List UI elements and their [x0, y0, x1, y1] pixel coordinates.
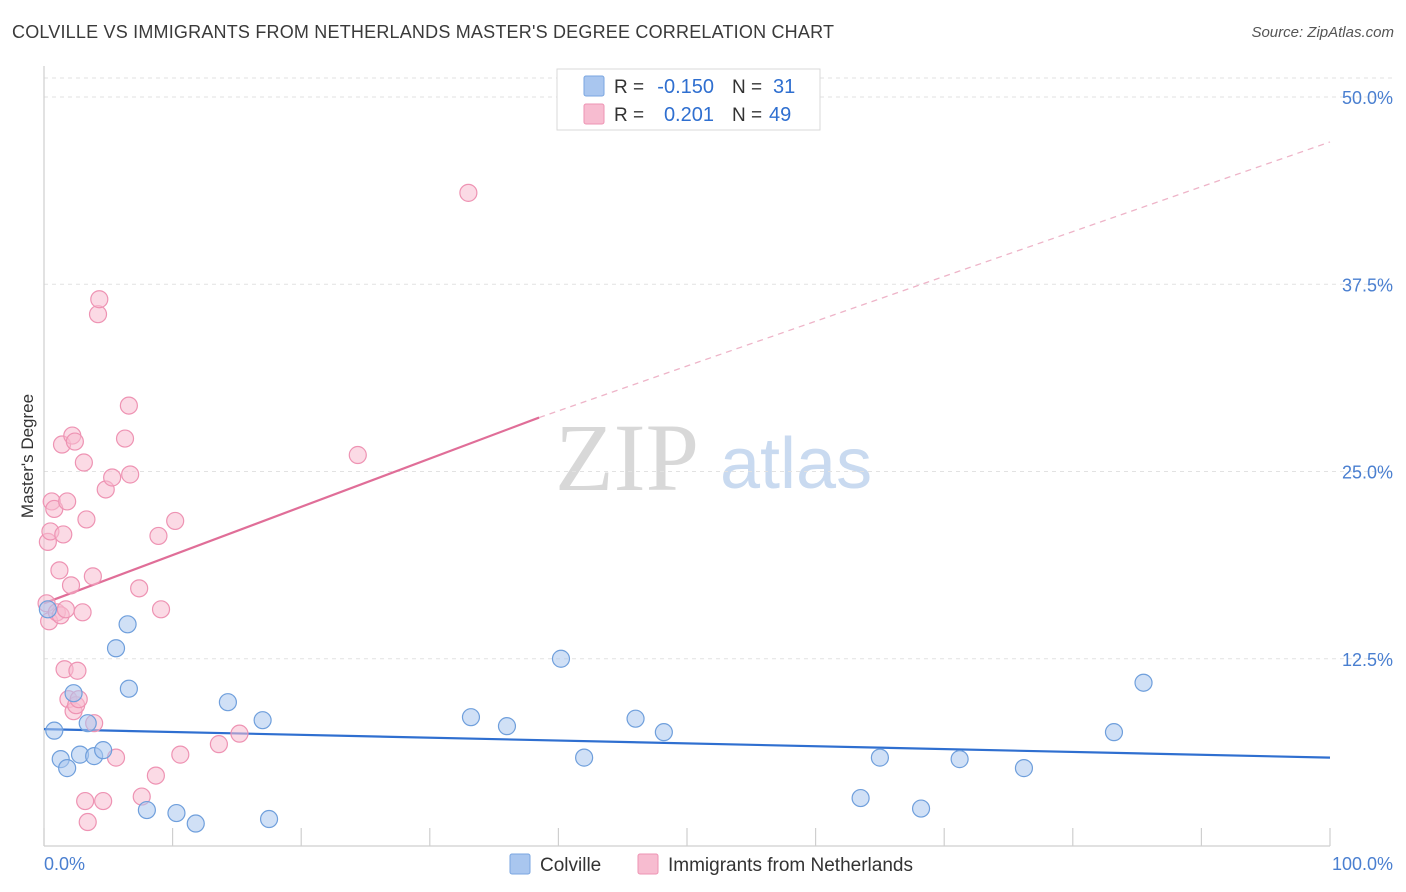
legend-r-label-colville: R = — [614, 77, 644, 98]
point-netherlands — [54, 525, 73, 544]
point-netherlands — [459, 183, 478, 202]
trend-lines — [43, 141, 1331, 759]
point-colville — [1134, 673, 1153, 692]
watermark-atlas: atlas — [720, 424, 872, 504]
correlation-legend: R = -0.150 N = 31 R = 0.201 N = 49 — [556, 68, 821, 131]
point-netherlands — [94, 791, 113, 811]
point-colville — [851, 788, 870, 808]
trend-line-netherlands-extension — [538, 141, 1331, 419]
bottom-legend-swatch-netherlands — [637, 853, 659, 875]
point-netherlands — [146, 766, 165, 785]
legend-n-label-colville: N = — [732, 77, 762, 98]
legend-r-label-netherlands: R = — [614, 105, 644, 126]
point-netherlands — [68, 661, 87, 680]
point-colville — [497, 717, 517, 736]
point-netherlands — [115, 429, 135, 448]
point-netherlands — [166, 511, 185, 531]
y-tick-label: 37.5% — [1342, 275, 1393, 295]
point-netherlands — [348, 445, 367, 465]
y-tick-labels: 12.5% 25.0% 37.5% 50.0% — [1342, 88, 1393, 670]
bottom-legend-label-colville: Colville — [540, 855, 601, 876]
legend-r-value-colville: -0.150 — [657, 76, 714, 98]
point-netherlands — [90, 290, 109, 309]
point-colville — [870, 748, 890, 767]
point-colville — [38, 600, 57, 619]
point-netherlands — [88, 305, 108, 324]
point-colville — [253, 711, 272, 730]
bottom-legend-swatch-colville — [509, 853, 531, 875]
point-netherlands — [171, 745, 190, 764]
point-netherlands — [151, 600, 171, 619]
point-netherlands — [77, 510, 96, 529]
point-netherlands — [73, 603, 92, 622]
point-netherlands — [58, 492, 77, 511]
point-colville — [45, 721, 64, 740]
point-colville — [94, 741, 113, 760]
data-points — [37, 183, 1153, 833]
point-colville — [461, 708, 481, 727]
point-colville — [911, 799, 931, 818]
point-netherlands — [50, 561, 69, 580]
legend-swatch-colville — [583, 75, 605, 97]
point-colville — [78, 714, 97, 733]
point-colville — [118, 615, 137, 634]
point-netherlands — [119, 396, 138, 415]
source-credit: Source: ZipAtlas.com — [1251, 24, 1394, 41]
series-legend: Colville Immigrants from Netherlands — [509, 853, 913, 876]
point-colville — [186, 814, 205, 833]
point-netherlands — [78, 812, 97, 832]
x-tick-label-min: 0.0% — [44, 854, 85, 874]
point-netherlands — [65, 432, 84, 451]
point-netherlands — [61, 576, 81, 595]
trend-line-colville — [43, 728, 1331, 759]
point-netherlands — [56, 600, 75, 619]
legend-n-value-netherlands: 49 — [769, 104, 791, 126]
point-colville — [1014, 759, 1034, 778]
point-colville — [167, 803, 186, 823]
point-colville — [218, 693, 237, 712]
legend-swatch-netherlands — [583, 103, 605, 125]
point-colville — [950, 750, 969, 769]
legend-r-value-netherlands: 0.201 — [664, 104, 714, 126]
y-tick-label: 12.5% — [1342, 650, 1393, 670]
chart-title: COLVILLE VS IMMIGRANTS FROM NETHERLANDS … — [12, 22, 835, 42]
point-netherlands — [209, 735, 228, 754]
point-colville — [58, 759, 77, 778]
point-netherlands — [230, 724, 249, 743]
point-colville — [106, 639, 126, 658]
point-netherlands — [130, 579, 149, 598]
point-netherlands — [103, 468, 122, 487]
point-colville — [259, 809, 279, 829]
y-tick-label: 25.0% — [1342, 463, 1393, 483]
legend-n-label-netherlands: N = — [732, 105, 762, 126]
point-colville — [119, 679, 138, 698]
gridlines — [44, 77, 1393, 660]
point-netherlands — [83, 567, 102, 586]
point-netherlands — [149, 526, 168, 546]
y-tick-label: 50.0% — [1342, 88, 1393, 108]
point-colville — [1104, 723, 1124, 742]
point-netherlands — [74, 453, 93, 472]
bottom-legend-label-netherlands: Immigrants from Netherlands — [668, 855, 913, 876]
x-axis-ticks — [43, 828, 1331, 846]
x-tick-label-max: 100.0% — [1332, 854, 1393, 874]
point-colville — [551, 649, 571, 668]
watermark-zip: ZIP — [555, 404, 699, 511]
legend-n-value-colville: 31 — [773, 76, 795, 98]
trend-line-netherlands — [43, 416, 540, 605]
point-colville — [626, 709, 645, 728]
point-colville — [575, 748, 594, 767]
point-colville — [64, 684, 83, 703]
y-axis-title: Master's Degree — [18, 394, 37, 518]
point-netherlands — [121, 465, 140, 484]
point-netherlands — [76, 791, 95, 811]
point-colville — [137, 800, 156, 820]
point-colville — [654, 723, 673, 742]
